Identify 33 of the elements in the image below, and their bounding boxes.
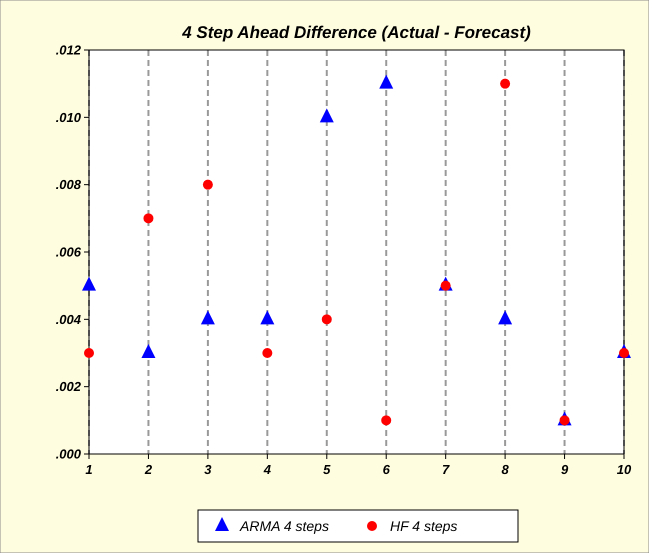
point	[84, 348, 94, 358]
x-tick-label: 5	[323, 462, 332, 477]
y-tick-label: .008	[56, 177, 82, 192]
point	[498, 310, 512, 324]
x-tick-label: 7	[442, 462, 450, 477]
point	[320, 108, 334, 122]
y-tick-label: .002	[56, 379, 82, 394]
point	[202, 180, 213, 190]
legend-label: HF 4 steps	[390, 518, 458, 534]
point	[322, 314, 332, 324]
point	[381, 415, 392, 426]
point	[262, 348, 272, 358]
point	[379, 74, 394, 89]
x-tick-label: 1	[85, 462, 93, 477]
x-tick-label: 9	[560, 462, 569, 477]
point	[260, 310, 274, 324]
y-tick-label: .004	[56, 312, 82, 327]
point	[200, 310, 215, 324]
y-tick-label: .010	[56, 110, 82, 125]
point	[141, 344, 156, 358]
x-tick-label: 3	[204, 462, 212, 477]
x-tick-label: 8	[501, 462, 510, 477]
y-tick-label: .000	[56, 446, 82, 462]
x-tick-label: 2	[144, 462, 153, 477]
x-tick-label: 4	[262, 462, 272, 477]
y-tick-label: .012	[56, 42, 82, 58]
point	[82, 276, 96, 291]
chart-title: 4 Step Ahead Difference (Actual - Forecast)	[181, 23, 532, 42]
x-tick-label: 10	[616, 462, 632, 477]
x-tick-label: 6	[382, 462, 391, 477]
y-tick-label: .006	[56, 244, 82, 260]
point	[143, 213, 154, 224]
legend-label: ARMA 4 steps	[239, 518, 329, 534]
